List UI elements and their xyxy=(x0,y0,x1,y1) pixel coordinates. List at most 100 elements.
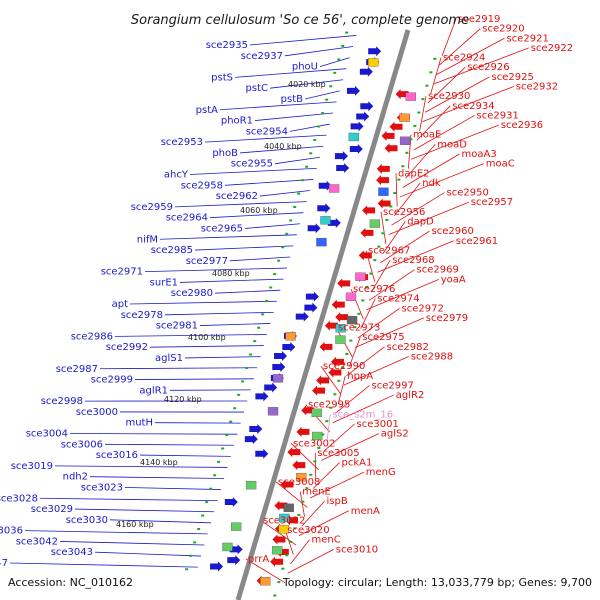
right-gene-label: sce2973 xyxy=(338,323,380,334)
forward-gene-arrow xyxy=(282,342,296,353)
left-leader-line xyxy=(274,156,321,165)
forward-gene-arrow xyxy=(368,46,382,57)
forward-gene-arrow xyxy=(307,223,321,234)
right-gene-label: moaE xyxy=(413,130,441,141)
reverse-gene-arrow xyxy=(376,175,390,186)
left-gene-label: sce2992 xyxy=(106,342,148,353)
reverse-gene-arrow xyxy=(337,278,351,289)
gc-tick xyxy=(189,554,193,557)
function-block xyxy=(335,324,346,333)
function-block xyxy=(368,58,379,67)
right-gene-label: sce2930 xyxy=(428,91,470,102)
forward-gene-arrow xyxy=(346,85,360,96)
function-block xyxy=(222,542,233,552)
left-leader-line xyxy=(259,190,311,197)
right-leader-line xyxy=(343,356,409,386)
right-leader-line xyxy=(290,442,319,471)
label-leader-lines xyxy=(9,18,529,584)
left-leader-line xyxy=(269,79,344,89)
left-leader-line xyxy=(89,476,225,479)
left-leader-line xyxy=(234,68,347,78)
left-leader-line xyxy=(144,267,287,273)
left-gene-label: phoU xyxy=(292,62,318,73)
gc-tick xyxy=(293,527,297,530)
left-gene-label: sce2935 xyxy=(206,40,248,51)
reverse-gene-arrow xyxy=(376,163,390,174)
right-gene-label: ndk xyxy=(422,178,441,189)
right-leader-line xyxy=(407,134,412,169)
left-leader-line xyxy=(114,334,268,337)
right-gene-label: sce2931 xyxy=(477,110,519,121)
right-leader-line xyxy=(422,86,514,123)
left-gene-label: pstB xyxy=(281,94,303,105)
left-leader-line xyxy=(254,112,334,121)
gc-tick xyxy=(245,366,249,369)
gc-tick xyxy=(309,473,313,476)
right-gene-label: sce2921 xyxy=(507,33,549,44)
right-gene-label: moaC xyxy=(486,159,515,170)
right-leader-line xyxy=(395,173,398,207)
right-leader-line xyxy=(326,414,331,442)
right-gene-label: sce2982 xyxy=(387,342,429,353)
gc-tick xyxy=(361,299,365,302)
gc-tick xyxy=(281,246,285,249)
left-gene-label: pstS xyxy=(211,72,233,83)
right-gene-label: sce2920 xyxy=(482,24,524,35)
function-block xyxy=(355,272,366,281)
gc-tick xyxy=(317,125,321,128)
gc-tick xyxy=(293,205,297,208)
right-gene-label: yoaA xyxy=(441,274,466,285)
function-block xyxy=(296,473,307,482)
left-gene-label: sce2971 xyxy=(101,267,143,278)
right-gene-label: dapE2 xyxy=(398,168,430,179)
gc-tick xyxy=(185,568,189,571)
gc-tick xyxy=(397,178,401,181)
right-leader-line xyxy=(377,240,454,273)
left-leader-line xyxy=(39,497,218,502)
gc-tick xyxy=(221,447,225,450)
right-gene-label: sce2976 xyxy=(353,284,395,295)
forward-gene-arrow xyxy=(350,121,364,132)
forward-gene-arrow xyxy=(317,203,331,214)
left-leader-line xyxy=(164,311,274,316)
gc-tick xyxy=(209,487,213,490)
gene-labels: sce2935sce2937phoUpstSpstCpstBpstAphoR1s… xyxy=(0,14,573,569)
gc-tick xyxy=(213,474,217,477)
reverse-gene-arrow xyxy=(360,227,374,238)
right-gene-label: sce2932 xyxy=(516,82,558,93)
function-block xyxy=(312,431,323,441)
left-leader-line xyxy=(134,378,254,380)
left-leader-line xyxy=(59,541,205,546)
right-leader-line xyxy=(346,346,385,377)
gc-tick xyxy=(421,98,425,101)
left-leader-line xyxy=(149,345,264,348)
gc-tick xyxy=(277,581,281,584)
reverse-gene-arrow xyxy=(324,320,338,331)
right-leader-line xyxy=(301,500,325,527)
gc-tick xyxy=(313,460,317,463)
right-gene-label: dapD xyxy=(407,217,434,228)
right-gene-label: ispB xyxy=(327,496,348,507)
right-gene-label: sce2988 xyxy=(411,352,453,363)
gc-tick xyxy=(261,313,265,316)
right-leader-line xyxy=(366,278,439,311)
right-leader-line xyxy=(380,230,430,264)
left-gene-label: sce3019 xyxy=(11,461,53,472)
function-block xyxy=(378,187,389,196)
right-leader-line xyxy=(380,211,387,245)
right-leader-line xyxy=(360,298,376,329)
right-gene-label: sce2919 xyxy=(458,14,500,25)
gc-tick xyxy=(317,446,321,449)
right-leader-line xyxy=(394,182,421,216)
right-gene-label: sce2936 xyxy=(501,120,543,131)
right-leader-line xyxy=(337,375,346,405)
gc-tick xyxy=(301,500,305,503)
left-gene-label: sce2999 xyxy=(91,375,133,386)
kbp-scale: 4020 kbp 4040 kbp 4060 kbp 4080 kbp 4100 kbp… xyxy=(116,80,326,529)
gc-tick xyxy=(289,219,293,222)
gc-tick xyxy=(289,540,293,543)
right-gene-label: hppA xyxy=(347,371,373,382)
gc-tick xyxy=(225,434,229,437)
right-gene-label: sce2972 xyxy=(402,303,444,314)
left-gene-label: sce2962 xyxy=(216,191,258,202)
